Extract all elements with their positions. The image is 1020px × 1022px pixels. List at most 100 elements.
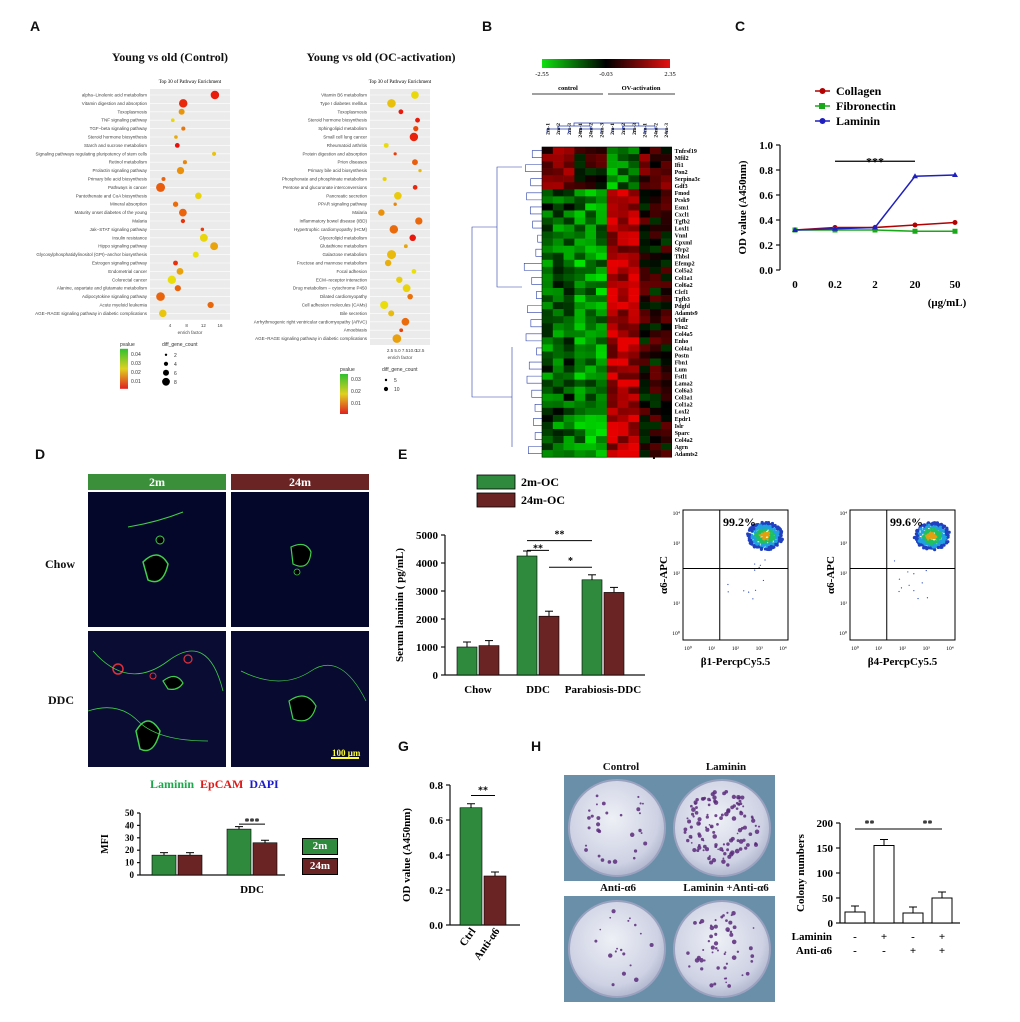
colony xyxy=(688,965,691,968)
heatmap-cell xyxy=(542,196,554,204)
pathway-bubble xyxy=(409,132,419,142)
heatmap-cell xyxy=(552,302,564,310)
heatmap-cell xyxy=(585,337,597,345)
pathway-bubble xyxy=(415,217,423,225)
pathway-label: Malaria xyxy=(352,210,367,215)
heatmap-cell xyxy=(617,344,629,352)
heatmap-cell xyxy=(628,316,640,324)
heatmap-cell xyxy=(542,358,554,366)
heatmap-cell xyxy=(628,259,640,268)
heatmap-cell xyxy=(585,295,597,303)
colony xyxy=(628,917,631,920)
heatmap-cell xyxy=(574,309,586,317)
heatmap-cell xyxy=(628,386,640,395)
event-dot xyxy=(907,571,909,573)
colony xyxy=(725,962,729,965)
heatmap-gene-label: Thbsl xyxy=(675,255,690,261)
heatmap-cell xyxy=(596,309,608,317)
heatmap-cell xyxy=(596,203,608,211)
heatmap-cell xyxy=(574,351,586,359)
x-axis-label: β4-PercpCy5.5 xyxy=(868,656,938,668)
heatmap-cell xyxy=(660,436,672,444)
data-point xyxy=(912,222,918,228)
heatmap-cell xyxy=(650,245,662,254)
heatmap-cell xyxy=(639,429,651,437)
colony xyxy=(729,852,734,857)
colony xyxy=(587,816,591,820)
heatmap-cell xyxy=(563,238,575,246)
heatmap-cell xyxy=(574,443,586,451)
heatmap-cell xyxy=(650,210,662,218)
heatmap-cell xyxy=(606,231,618,239)
x-tick-label: 10² xyxy=(899,646,907,652)
heatmap-cell xyxy=(628,210,640,218)
event-dot xyxy=(757,531,762,535)
event-dot xyxy=(772,530,777,534)
event-dot xyxy=(922,546,926,550)
heatmap-cell xyxy=(585,231,597,239)
pathway-bubble xyxy=(178,108,185,115)
colony xyxy=(714,814,718,818)
heatmap-cell xyxy=(574,344,586,352)
heatmap-gene-label: Mfil2 xyxy=(675,156,689,162)
pathway-bubble xyxy=(156,182,166,192)
colony xyxy=(705,847,710,852)
heatmap-cell xyxy=(639,309,651,317)
heatmap-cell xyxy=(574,414,586,423)
x-unit-label: (μg/mL) xyxy=(928,297,967,309)
heatmap-cell xyxy=(617,245,629,254)
heatmap-cell xyxy=(606,210,618,218)
heatmap-cell xyxy=(542,288,554,296)
heatmap-cell xyxy=(585,266,597,275)
colony xyxy=(608,953,613,958)
row2-value: + xyxy=(939,945,945,957)
sig-marker-1: ** xyxy=(865,819,875,830)
row1-value: + xyxy=(939,931,945,943)
sig-marker: *** xyxy=(245,817,260,828)
colony xyxy=(726,848,730,852)
event-dot xyxy=(939,528,943,532)
heatmap-cell xyxy=(660,386,672,395)
heatmap-cell xyxy=(628,400,640,409)
heatmap-cell xyxy=(596,429,608,437)
heatmap-cell xyxy=(660,337,672,345)
heatmap-cell xyxy=(628,273,640,282)
y-tick-label: 2000 xyxy=(416,614,439,626)
event-dot xyxy=(933,535,937,540)
heatmap-cell xyxy=(650,414,662,423)
event-dot xyxy=(915,537,919,541)
colony xyxy=(638,812,641,815)
event-dot xyxy=(771,524,775,528)
colony xyxy=(694,811,699,815)
event-dot xyxy=(944,541,949,545)
pathway-bubble xyxy=(413,125,419,132)
event-dot xyxy=(921,538,925,542)
heatmap-cell xyxy=(596,196,608,204)
event-dot xyxy=(778,527,782,532)
heatmap-cell xyxy=(650,161,662,169)
colony xyxy=(710,792,715,797)
heatmap-cell xyxy=(552,273,564,282)
colony xyxy=(692,815,695,818)
pathway-bubble xyxy=(192,251,199,258)
legend-pvalue-tick: 0.01 xyxy=(351,401,361,407)
heatmap-cell xyxy=(660,288,672,296)
y-tick-label: 10⁴ xyxy=(673,511,681,517)
panel-a-right-bubble-chart: Top 30 of Pathway Enrichment Vitamin B6 m… xyxy=(254,80,432,414)
heatmap-cell xyxy=(650,259,662,268)
pathway-bubble xyxy=(384,259,392,267)
x-category-label: Anti-α6 xyxy=(472,925,503,962)
heatmap-cell xyxy=(596,337,608,345)
colony xyxy=(587,826,591,830)
heatmap-gene-label: Sparc xyxy=(675,431,690,437)
heatmap-cell xyxy=(660,238,672,246)
colony xyxy=(754,829,760,834)
heatmap-cell xyxy=(552,182,564,190)
colony xyxy=(726,863,730,867)
data-point xyxy=(872,224,878,230)
heatmap-cell xyxy=(628,224,640,232)
colony xyxy=(703,959,706,962)
heatmap-cell xyxy=(617,443,629,451)
heatmap-cell xyxy=(639,273,651,282)
sig-marker-2: ** xyxy=(923,819,933,830)
